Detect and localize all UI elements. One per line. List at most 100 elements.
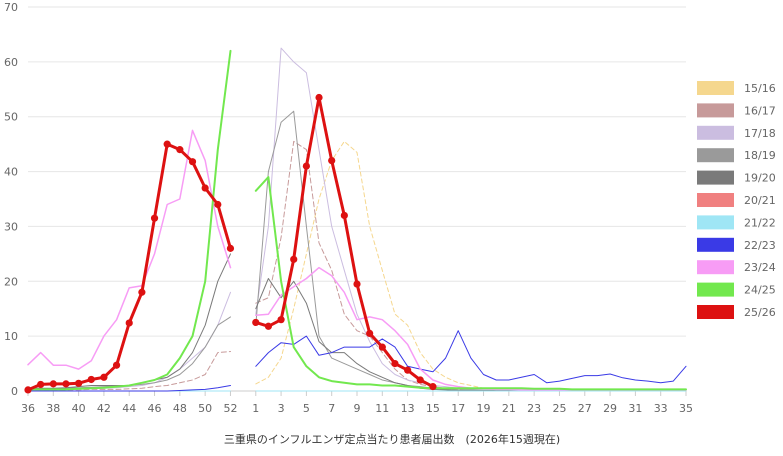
- data-point: [138, 288, 146, 296]
- legend-swatch: [697, 170, 734, 185]
- data-point: [302, 162, 310, 170]
- series-line-17-18: [27, 47, 687, 391]
- x-tick-label: 31: [628, 402, 642, 415]
- data-point: [264, 322, 273, 330]
- legend-label: 21/22: [744, 216, 776, 229]
- x-tick-label: 19: [477, 402, 491, 415]
- data-point: [188, 158, 197, 166]
- x-tick-label: 27: [578, 402, 592, 415]
- x-tick-label: 50: [198, 402, 212, 415]
- data-point: [112, 361, 121, 369]
- legend-swatch: [697, 237, 734, 252]
- data-point: [125, 319, 133, 327]
- x-tick-label: 11: [375, 402, 389, 415]
- data-point: [201, 184, 209, 192]
- data-point: [214, 200, 222, 209]
- x-tick-label: 13: [401, 402, 415, 415]
- x-tick-label: 46: [148, 402, 162, 415]
- data-point: [391, 359, 399, 368]
- data-point: [378, 343, 386, 351]
- x-tick-label: 48: [173, 402, 187, 415]
- data-point: [416, 376, 424, 384]
- x-tick-label: 35: [679, 402, 693, 415]
- legend-label: 19/20: [744, 172, 776, 185]
- y-axis: 0 10 20 30 40 50 60 70: [4, 1, 18, 398]
- chart-title: 三重県のインフルエンザ定点当たり患者届出数 (2026年15週現在): [224, 432, 560, 446]
- data-point: [277, 316, 285, 324]
- x-tick-label: 9: [354, 402, 361, 415]
- y-tick-label: 40: [4, 166, 18, 179]
- legend-swatch: [697, 215, 734, 230]
- series-lines: [24, 47, 687, 394]
- data-point: [290, 255, 298, 263]
- legend-label: 17/18: [744, 127, 776, 140]
- x-tick-label: 40: [72, 402, 86, 415]
- data-point: [252, 318, 260, 327]
- data-point: [404, 366, 412, 374]
- series-line-16-17: [27, 140, 687, 391]
- legend-swatch: [697, 260, 734, 275]
- data-point: [176, 146, 184, 154]
- x-tick-label: 1: [252, 402, 259, 415]
- x-tick-label: 36: [21, 402, 35, 415]
- legend-swatch: [697, 282, 734, 297]
- x-tick-label: 33: [654, 402, 668, 415]
- legend-swatch: [697, 148, 734, 163]
- x-tick-label: 17: [451, 402, 465, 415]
- x-tick-label: 44: [122, 402, 136, 415]
- legend-label: 23/24: [744, 261, 776, 274]
- x-tick-label: 38: [46, 402, 60, 415]
- legend-label: 20/21: [744, 194, 776, 207]
- y-tick-label: 70: [4, 1, 18, 14]
- data-point: [49, 380, 57, 388]
- data-point: [366, 329, 374, 337]
- x-tick-label: 25: [552, 402, 566, 415]
- data-point: [100, 373, 108, 381]
- legend-swatch: [697, 305, 734, 319]
- data-point: [226, 244, 235, 252]
- series-line-23-24: [27, 129, 687, 391]
- y-tick-label: 30: [4, 220, 18, 233]
- data-point: [24, 386, 32, 394]
- legend-label: 18/19: [744, 149, 776, 162]
- x-tick-label: 52: [223, 402, 237, 415]
- data-point: [328, 157, 336, 165]
- series-line-22-23: [27, 330, 687, 392]
- legend-label: 24/25: [744, 284, 776, 297]
- y-tick-label: 0: [11, 385, 18, 398]
- legend-label: 16/17: [744, 104, 776, 117]
- x-tick-label: 7: [328, 402, 335, 415]
- series-line-15-16: [255, 140, 687, 391]
- x-tick-label: 42: [97, 402, 111, 415]
- data-point: [75, 379, 83, 387]
- data-point: [37, 380, 45, 389]
- data-point: [62, 380, 70, 388]
- legend-swatch: [697, 81, 734, 95]
- data-point: [340, 211, 348, 220]
- series-line-24-25: [27, 49, 687, 391]
- y-tick-label: 60: [4, 56, 18, 69]
- x-tick-label: 23: [527, 402, 541, 415]
- legend-swatch: [697, 125, 734, 140]
- data-point: [315, 93, 323, 102]
- x-axis: 36 38 40 42 44 46 48 50 52 1 3 5 7 9 11 13 15 17 19 21 23 25 2…: [21, 390, 693, 415]
- legend-swatch: [697, 193, 734, 207]
- legend-label: 25/26: [744, 306, 776, 319]
- data-point: [87, 375, 95, 384]
- legend-label: 22/23: [744, 239, 776, 252]
- y-tick-label: 20: [4, 275, 18, 288]
- legend: 15/16 16/17 17/18 18/19 19/20 20/21 21/22 22/23…: [697, 81, 776, 319]
- legend-label: 15/16: [744, 82, 776, 95]
- x-tick-label: 3: [278, 402, 285, 415]
- data-point: [353, 280, 361, 288]
- y-tick-label: 50: [4, 111, 18, 124]
- data-point: [163, 140, 171, 148]
- x-tick-label: 15: [426, 402, 440, 415]
- y-tick-label: 10: [4, 330, 18, 343]
- data-point: [429, 383, 437, 391]
- x-tick-label: 21: [502, 402, 516, 415]
- legend-swatch: [697, 103, 734, 118]
- data-point: [150, 214, 159, 222]
- x-tick-label: 5: [303, 402, 310, 415]
